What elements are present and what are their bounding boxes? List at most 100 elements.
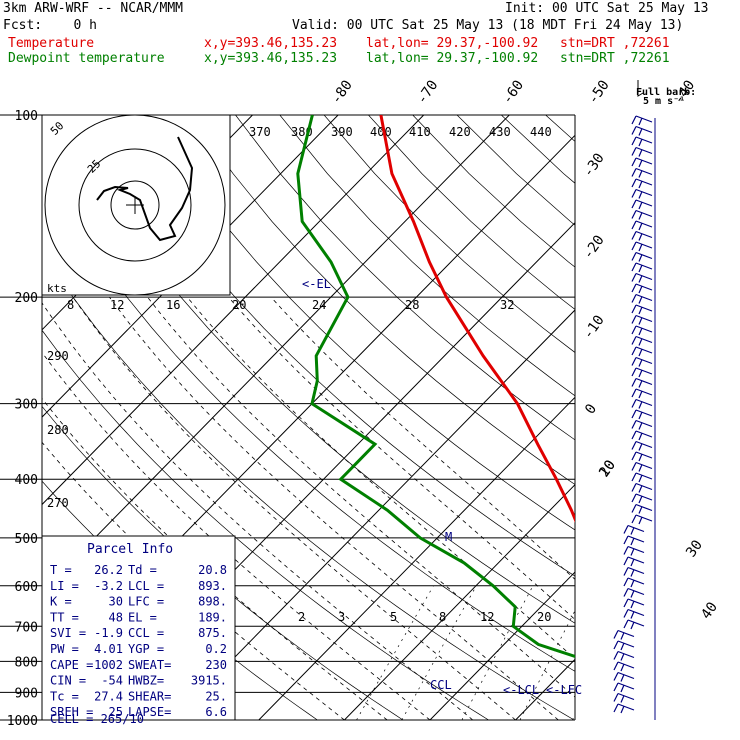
hodograph: 50 25 kts 8 12 16 20 24 28 32 (41, 114, 514, 312)
theta-label: 410 (409, 125, 431, 139)
mixing-ratio-line (519, 609, 575, 720)
pressure-tick-label: 200 (15, 291, 38, 306)
parcel-info-cell: 30 (109, 595, 123, 609)
wind-barb (631, 157, 653, 168)
wind-barb (613, 640, 635, 651)
parcel-info-cell: SREH = (50, 705, 93, 719)
wind-barb (631, 367, 653, 378)
wind-barb (631, 241, 653, 252)
temperature-tick-label: -50 (585, 77, 613, 107)
wind-barb (623, 587, 645, 598)
isotherm-line (172, 309, 575, 720)
dry-adiabat-line (634, 115, 740, 733)
parcel-info-cell: TT = (50, 610, 79, 624)
dry-adiabat-line (723, 115, 740, 733)
parcel-info-cell: 893. (198, 579, 227, 593)
parcel-info-cell: -1.9 (94, 626, 123, 640)
temperature-tick-label: 20 (596, 457, 619, 480)
dewpoint-station: stn=DRT ,72261 (560, 51, 670, 66)
isotherm-line (258, 396, 575, 720)
parcel-info-cell: HWBZ= (128, 674, 164, 688)
wind-barb (631, 461, 653, 472)
wind-barb (631, 283, 653, 294)
theta-label: 420 (449, 125, 471, 139)
wind-barb (613, 671, 635, 682)
wind-barb (631, 262, 653, 273)
temperature-legend: Temperature (8, 36, 95, 51)
wind-barb (631, 409, 653, 420)
parcel-info-cell: 27.4 (94, 689, 123, 703)
wind-barb (631, 346, 653, 357)
wind-barb (623, 577, 645, 588)
wind-barb (631, 230, 653, 241)
wind-barb (631, 209, 653, 220)
theta-label: 370 (249, 125, 271, 139)
parcel-info-cell: 875. (198, 626, 227, 640)
parcel-info-cell: LFC = (128, 595, 164, 609)
parcel-info-cell: -3.2 (94, 579, 123, 593)
barb-legend-label: Full barb: (636, 87, 696, 98)
dry-adiabat-line (412, 115, 575, 268)
wind-barb (631, 251, 653, 262)
model-title: 3km ARW-WRF -- NCAR/MMM (3, 1, 184, 16)
mixing-ratio-labels: 2 3 5 8 12 20 (298, 610, 551, 624)
hodo-speed-tick: 32 (500, 298, 514, 312)
wind-barb (613, 629, 635, 640)
wind-barb (631, 472, 653, 483)
theta-e-label: 290 (47, 349, 69, 363)
parcel-info-cell: 20.8 (198, 563, 227, 577)
isotherm-line (429, 571, 575, 720)
wind-barb (623, 608, 645, 619)
wind-barb (631, 482, 653, 493)
hodo-speed-tick: 8 (67, 298, 74, 312)
moist-adiabat-line (42, 351, 431, 720)
pressure-tick-label: 600 (15, 580, 38, 595)
pressure-tick-label: 1000 (7, 714, 38, 729)
mixing-ratio-label: 20 (537, 610, 551, 624)
temperature-tick-label: 10 (596, 457, 619, 480)
moist-adiabat-line (228, 296, 575, 621)
parcel-info-cell: 25. (205, 689, 227, 703)
pressure-labels: 100 200 300 400 500 600 700 800 900 1000 (7, 109, 38, 729)
parcel-info-cell: LI = (50, 579, 79, 593)
parcel-info-cell: 230 (205, 658, 227, 672)
wind-barb (631, 115, 653, 126)
mixing-ratio-label: 8 (439, 610, 446, 624)
temperature-tick-label: 40 (698, 599, 721, 622)
wind-barb (631, 167, 653, 178)
wind-barbs (613, 115, 656, 720)
wind-barb (613, 650, 635, 661)
mixing-ratio-label: 12 (480, 610, 494, 624)
wind-barb (631, 398, 653, 409)
wind-barb (631, 388, 653, 399)
parcel-info-cell: -54 (101, 674, 123, 688)
wind-barb (631, 325, 653, 336)
barb-legend-units: 5 m s⁻¹ (643, 96, 685, 107)
moist-adiabat-line (270, 296, 575, 580)
theta-label: 440 (530, 125, 552, 139)
parcel-info-cell: SWEAT= (128, 658, 171, 672)
temperature-xy: x,y=393.46,135.23 (204, 36, 338, 51)
isotherm-line (42, 115, 339, 418)
wind-barb (631, 430, 653, 441)
wind-barb (623, 598, 645, 609)
wind-barb (613, 661, 635, 672)
mixing-ratio-label: 5 (390, 610, 397, 624)
lfc-annotation: <-LFC (546, 683, 582, 697)
wind-barb (631, 356, 653, 367)
hodo-speed-tick: 16 (166, 298, 180, 312)
dry-adiabat-line (42, 168, 575, 672)
temperature-station: stn=DRT ,72261 (560, 36, 670, 51)
forecast-hour: Fcst: 0 h (3, 18, 97, 33)
temperature-profile (379, 115, 575, 523)
dewpoint-profile (296, 115, 575, 658)
isotherm-line (601, 115, 740, 720)
mixing-ratio-line (356, 585, 434, 720)
mixing-ratio-label: 2 (298, 610, 305, 624)
mlevel-annotation: M (445, 530, 452, 544)
temperature-tick-label: 30 (683, 537, 706, 560)
wind-barb (613, 703, 635, 714)
wind-barb (631, 493, 653, 504)
